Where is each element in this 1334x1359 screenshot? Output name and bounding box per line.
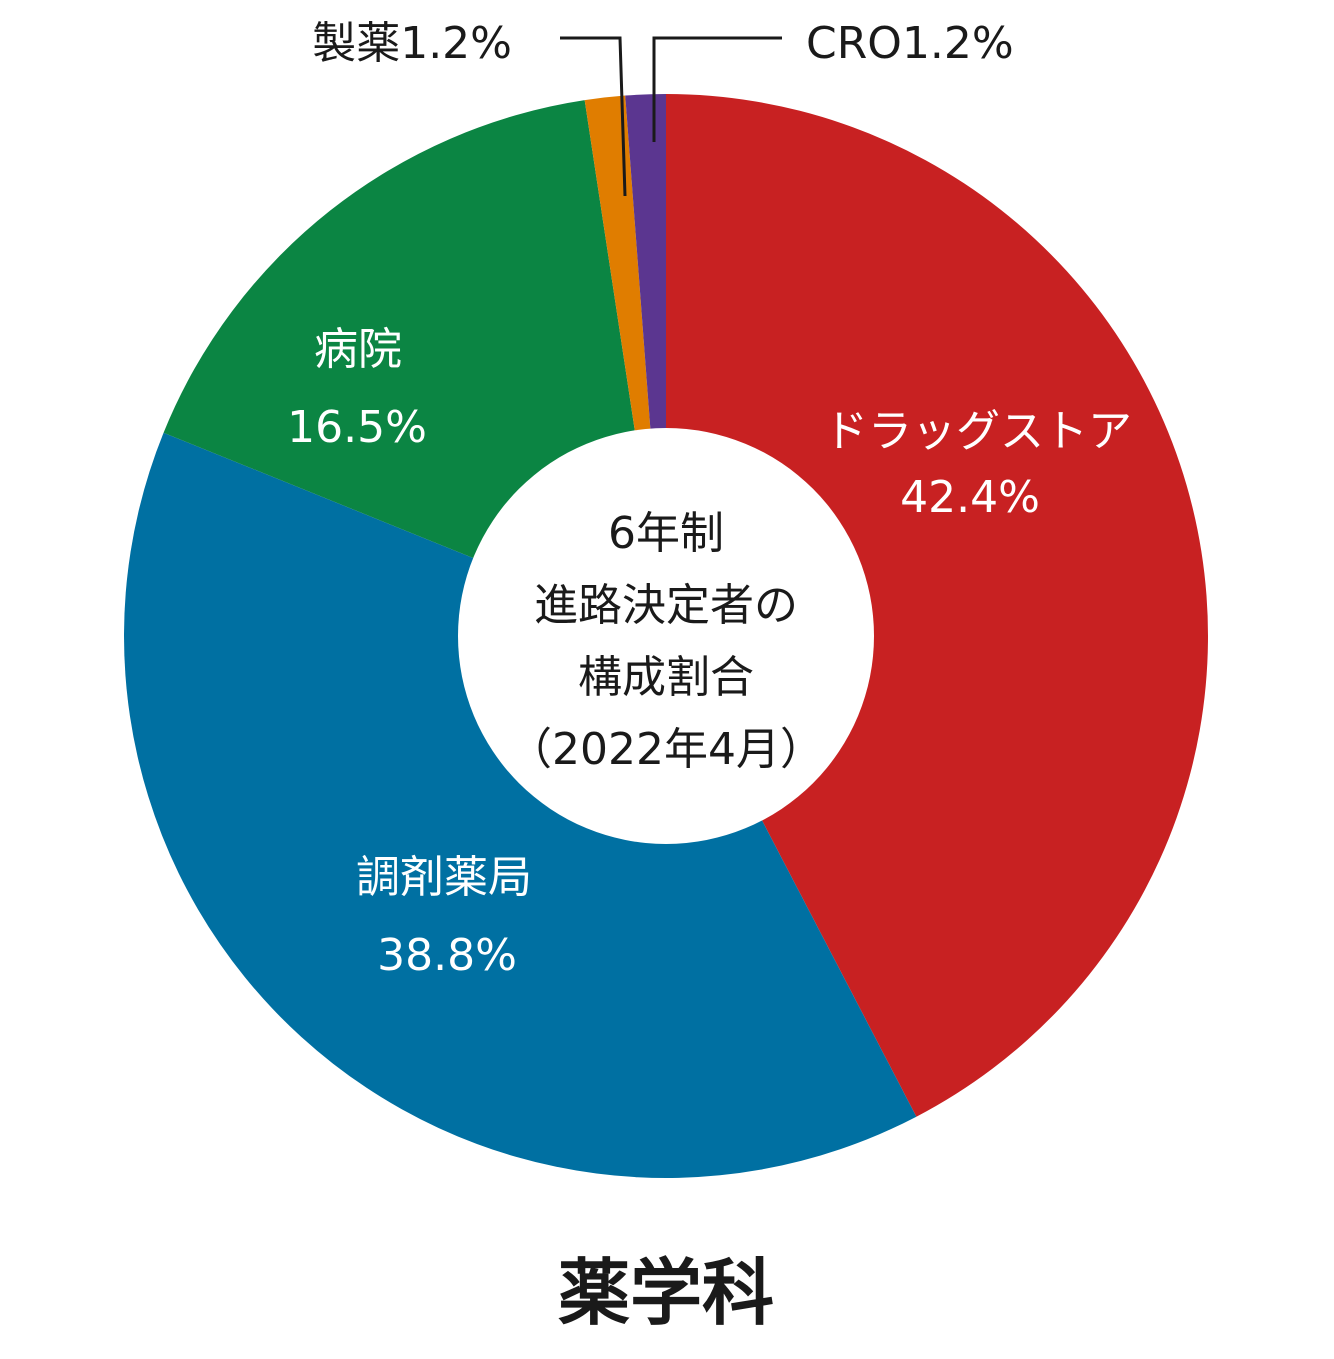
center-text-line-2: 進路決定者の xyxy=(534,580,798,631)
chart-footer: 薬学科 xyxy=(558,1251,774,1335)
center-text-line-1: 6年制 xyxy=(608,508,724,559)
outer-label-pharma-value: 1.2% xyxy=(400,18,512,69)
center-text-line-4: （2022年4月） xyxy=(508,724,824,775)
slice-label-hospital-value: 16.5% xyxy=(287,402,427,453)
slice-label-hospital-name: 病院 xyxy=(314,324,402,375)
center-text-line-3: 構成割合 xyxy=(578,652,754,703)
slice-label-drugstore-value: 42.4% xyxy=(900,472,1040,523)
slice-pharmacy xyxy=(123,432,917,1178)
slice-label-drugstore-name: ドラッグストア xyxy=(824,406,1132,457)
outer-label-pharma-name: 製薬 xyxy=(312,18,400,69)
outer-label-pharma: 製薬1.2% xyxy=(312,18,512,69)
leader-line-pharma xyxy=(560,36,627,197)
outer-label-cro: CRO1.2% xyxy=(806,18,1014,69)
slice-label-pharmacy-name: 調剤薬局 xyxy=(356,852,532,903)
outer-label-cro-value: 1.2% xyxy=(902,18,1014,69)
donut-hole xyxy=(458,428,874,844)
slice-drugstore xyxy=(666,94,1208,1117)
slice-label-pharmacy-value: 38.8% xyxy=(377,930,517,981)
leader-line-cro xyxy=(652,36,782,142)
pie-slices xyxy=(123,94,1208,1178)
outer-label-cro-name: CRO xyxy=(806,18,902,69)
